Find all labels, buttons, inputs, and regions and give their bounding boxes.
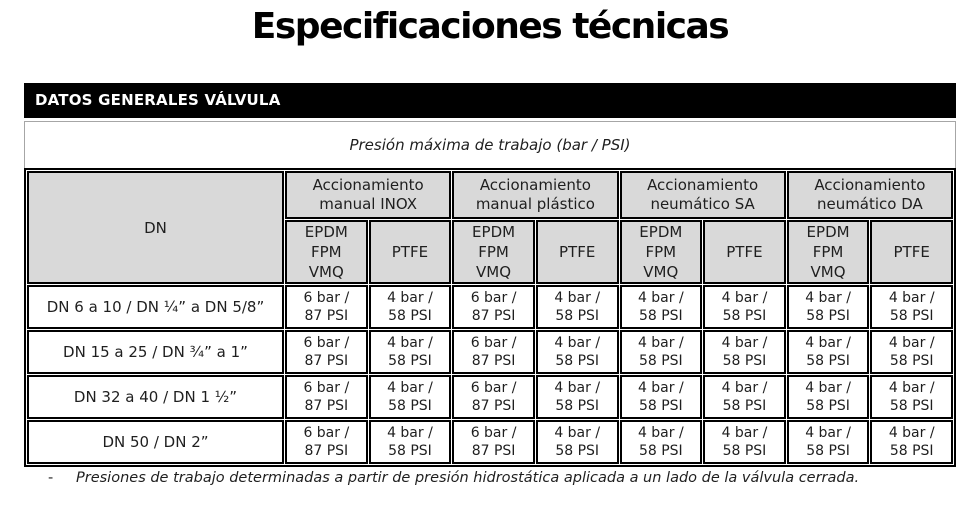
pressure-value: 4 bar / 58 PSI: [619, 375, 703, 419]
seal-header-plastico: EPDM FPM VMQ: [452, 220, 535, 284]
dn-label: DN 6 a 10 / DN ¼” a DN 5/8”: [27, 285, 284, 329]
table-row: DN 32 a 40 / DN 1 ½” 6 bar / 87 PSI 4 ba…: [27, 375, 953, 419]
ptfe-header-inox: PTFE: [368, 220, 452, 284]
pressure-value: 4 bar / 58 PSI: [786, 420, 870, 464]
pressure-value: 4 bar / 58 PSI: [535, 420, 619, 464]
pressure-value: 6 bar / 87 PSI: [452, 420, 535, 464]
seal-header-neumatico-sa: EPDM FPM VMQ: [619, 220, 703, 284]
group-header-manual-plastico: Accionamiento manual plástico: [452, 171, 619, 219]
pressure-value: 6 bar / 87 PSI: [285, 420, 368, 464]
pressure-value: 4 bar / 58 PSI: [703, 330, 786, 374]
ptfe-header-neumatico-sa: PTFE: [703, 220, 786, 284]
valve-general-data-section: DATOS GENERALES VÁLVULA Presión máxima d…: [24, 83, 956, 486]
seal-header-row: EPDM FPM VMQ PTFE EPDM FPM VMQ PTFE EPDM…: [27, 220, 953, 284]
seal-header-inox: EPDM FPM VMQ: [285, 220, 368, 284]
pressure-spec-table: DN Accionamiento manual INOX Accionamien…: [24, 168, 956, 467]
ptfe-header-neumatico-da: PTFE: [870, 220, 953, 284]
pressure-value: 4 bar / 58 PSI: [703, 285, 786, 329]
pressure-value: 6 bar / 87 PSI: [452, 285, 535, 329]
ptfe-header-plastico: PTFE: [535, 220, 619, 284]
pressure-value: 4 bar / 58 PSI: [786, 330, 870, 374]
section-header-bar: DATOS GENERALES VÁLVULA: [24, 83, 956, 118]
group-header-neumatico-da: Accionamiento neumático DA: [786, 171, 953, 219]
pressure-value: 6 bar / 87 PSI: [285, 330, 368, 374]
pressure-value: 4 bar / 58 PSI: [368, 375, 452, 419]
table-row: DN 6 a 10 / DN ¼” a DN 5/8” 6 bar / 87 P…: [27, 285, 953, 329]
footnote-bullet: -: [48, 470, 54, 486]
pressure-value: 4 bar / 58 PSI: [786, 375, 870, 419]
pressure-value: 4 bar / 58 PSI: [368, 285, 452, 329]
pressure-value: 4 bar / 58 PSI: [535, 285, 619, 329]
pressure-value: 4 bar / 58 PSI: [368, 420, 452, 464]
pressure-value: 6 bar / 87 PSI: [452, 375, 535, 419]
pressure-value: 6 bar / 87 PSI: [285, 285, 368, 329]
pressure-value: 6 bar / 87 PSI: [452, 330, 535, 374]
footnote-text: Presiones de trabajo determinadas a part…: [76, 470, 860, 486]
table-row: DN 15 a 25 / DN ¾” a 1” 6 bar / 87 PSI 4…: [27, 330, 953, 374]
dn-column-header: DN: [27, 171, 284, 284]
dn-label: DN 15 a 25 / DN ¾” a 1”: [27, 330, 284, 374]
seal-header-neumatico-da: EPDM FPM VMQ: [786, 220, 870, 284]
pressure-value: 4 bar / 58 PSI: [703, 375, 786, 419]
table-subtitle: Presión máxima de trabajo (bar / PSI): [24, 121, 956, 168]
pressure-value: 4 bar / 58 PSI: [535, 330, 619, 374]
pressure-value: 4 bar / 58 PSI: [870, 375, 953, 419]
footnote: - Presiones de trabajo determinadas a pa…: [24, 470, 956, 486]
group-header-neumatico-sa: Accionamiento neumático SA: [619, 171, 786, 219]
pressure-value: 4 bar / 58 PSI: [870, 330, 953, 374]
pressure-value: 4 bar / 58 PSI: [870, 420, 953, 464]
table-row: DN 50 / DN 2” 6 bar / 87 PSI 4 bar / 58 …: [27, 420, 953, 464]
pressure-value: 4 bar / 58 PSI: [703, 420, 786, 464]
dn-label: DN 32 a 40 / DN 1 ½”: [27, 375, 284, 419]
dn-label: DN 50 / DN 2”: [27, 420, 284, 464]
pressure-value: 4 bar / 58 PSI: [619, 285, 703, 329]
pressure-value: 4 bar / 58 PSI: [786, 285, 870, 329]
group-header-row: DN Accionamiento manual INOX Accionamien…: [27, 171, 953, 284]
pressure-value: 4 bar / 58 PSI: [619, 330, 703, 374]
pressure-value: 4 bar / 58 PSI: [368, 330, 452, 374]
pressure-value: 4 bar / 58 PSI: [619, 420, 703, 464]
group-header-manual-inox: Accionamiento manual INOX: [285, 171, 452, 219]
page-title: Especificaciones técnicas: [251, 6, 730, 47]
pressure-value: 4 bar / 58 PSI: [535, 375, 619, 419]
pressure-value: 4 bar / 58 PSI: [870, 285, 953, 329]
pressure-value: 6 bar / 87 PSI: [285, 375, 368, 419]
